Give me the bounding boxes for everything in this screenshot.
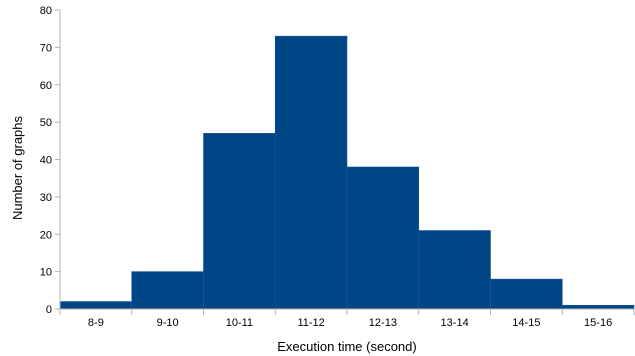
x-tick-label: 14-15 [512,317,540,329]
y-axis-ticks: 0 10 20 30 40 50 60 70 80 [40,5,60,316]
y-tick-label: 30 [40,192,52,204]
x-tick-label: 11-12 [297,317,324,329]
y-tick-label: 70 [40,42,52,54]
x-tick-label: 8-9 [88,317,104,329]
y-tick-label: 0 [46,304,52,316]
y-tick-label: 20 [40,229,52,241]
bar-14-15 [490,278,563,310]
bar-13-14 [418,230,491,310]
x-tick-label: 12-13 [369,317,397,329]
bar-8-9 [59,301,133,310]
bar-12-13 [346,166,420,310]
x-axis-ticks: 8-9 9-10 10-11 11-12 12-13 13-14 14-15 15-16 [59,309,635,329]
bars [59,35,635,310]
bar-15-16 [561,304,635,310]
x-tick-label: 15-16 [584,317,612,329]
y-axis-title: Number of graphs [10,115,25,220]
bar-11-12 [274,35,348,310]
x-tick-label: 10-11 [226,317,253,329]
y-tick-label: 50 [40,117,52,129]
x-tick-label: 13-14 [441,317,469,329]
bar-9-10 [131,271,204,310]
x-axis-title: Execution time (second) [277,339,416,354]
x-tick-label: 9-10 [157,317,179,329]
y-tick-label: 10 [40,267,52,279]
y-tick-label: 60 [40,80,52,92]
bar-10-11 [203,133,276,310]
y-tick-label: 40 [40,155,52,167]
y-tick-label: 80 [40,5,52,17]
